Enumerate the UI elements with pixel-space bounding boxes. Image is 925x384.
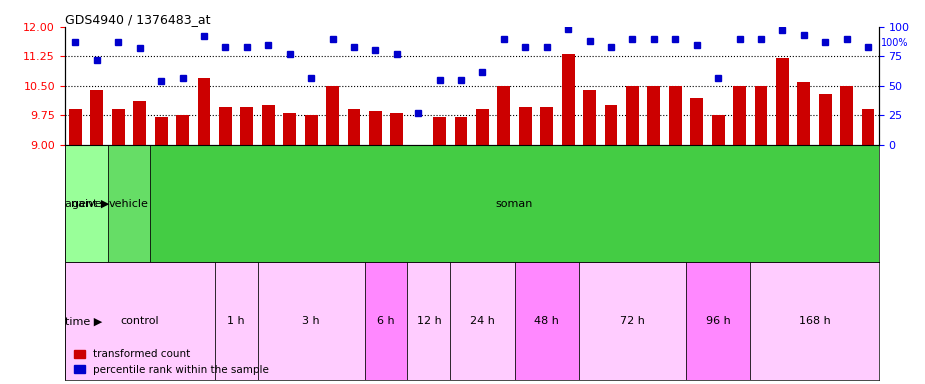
Text: control: control <box>120 316 159 326</box>
Bar <box>348 109 361 145</box>
FancyBboxPatch shape <box>257 262 364 380</box>
Legend: transformed count, percentile rank within the sample: transformed count, percentile rank withi… <box>70 345 273 379</box>
Text: agent ▶: agent ▶ <box>65 199 109 209</box>
Text: 72 h: 72 h <box>620 316 645 326</box>
Bar <box>605 105 617 145</box>
FancyBboxPatch shape <box>450 262 514 380</box>
FancyBboxPatch shape <box>215 262 257 380</box>
Bar <box>840 86 853 145</box>
Text: 24 h: 24 h <box>470 316 495 326</box>
Bar <box>583 90 596 145</box>
Bar <box>154 117 167 145</box>
Text: GDS4940 / 1376483_at: GDS4940 / 1376483_at <box>65 13 210 26</box>
FancyBboxPatch shape <box>65 262 215 380</box>
Text: naive: naive <box>71 199 102 209</box>
Bar <box>519 108 532 145</box>
Bar <box>369 111 382 145</box>
FancyBboxPatch shape <box>151 145 879 262</box>
Text: 6 h: 6 h <box>377 316 395 326</box>
Bar <box>283 113 296 145</box>
Bar <box>327 86 339 145</box>
Bar <box>498 86 511 145</box>
Bar <box>112 109 125 145</box>
Text: 168 h: 168 h <box>798 316 831 326</box>
Text: 3 h: 3 h <box>302 316 320 326</box>
Bar <box>198 78 210 145</box>
Bar <box>133 101 146 145</box>
Bar <box>390 113 403 145</box>
Bar <box>176 115 189 145</box>
Bar <box>454 117 467 145</box>
Bar <box>626 86 639 145</box>
Bar <box>819 94 832 145</box>
Bar <box>669 86 682 145</box>
Bar <box>755 86 768 145</box>
Bar <box>540 108 553 145</box>
Bar <box>304 115 317 145</box>
Bar <box>648 86 660 145</box>
Text: 1 h: 1 h <box>228 316 245 326</box>
Text: 48 h: 48 h <box>535 316 559 326</box>
Bar <box>711 115 724 145</box>
Text: 100%: 100% <box>881 38 908 48</box>
Text: vehicle: vehicle <box>109 199 149 209</box>
FancyBboxPatch shape <box>408 262 450 380</box>
Bar <box>734 86 746 145</box>
FancyBboxPatch shape <box>750 262 879 380</box>
Bar <box>861 109 874 145</box>
Text: time ▶: time ▶ <box>65 316 103 326</box>
Bar <box>690 98 703 145</box>
Bar <box>91 90 104 145</box>
Text: soman: soman <box>496 199 534 209</box>
Bar <box>240 108 253 145</box>
Bar <box>561 55 574 145</box>
FancyBboxPatch shape <box>686 262 750 380</box>
Bar <box>797 82 810 145</box>
Bar <box>433 117 446 145</box>
FancyBboxPatch shape <box>107 145 151 262</box>
Bar <box>262 105 275 145</box>
FancyBboxPatch shape <box>514 262 579 380</box>
Bar <box>776 58 789 145</box>
FancyBboxPatch shape <box>579 262 686 380</box>
FancyBboxPatch shape <box>65 145 107 262</box>
Bar <box>476 109 489 145</box>
Text: 12 h: 12 h <box>416 316 441 326</box>
FancyBboxPatch shape <box>364 262 408 380</box>
Bar <box>219 108 232 145</box>
Bar <box>69 109 82 145</box>
Text: 96 h: 96 h <box>706 316 731 326</box>
